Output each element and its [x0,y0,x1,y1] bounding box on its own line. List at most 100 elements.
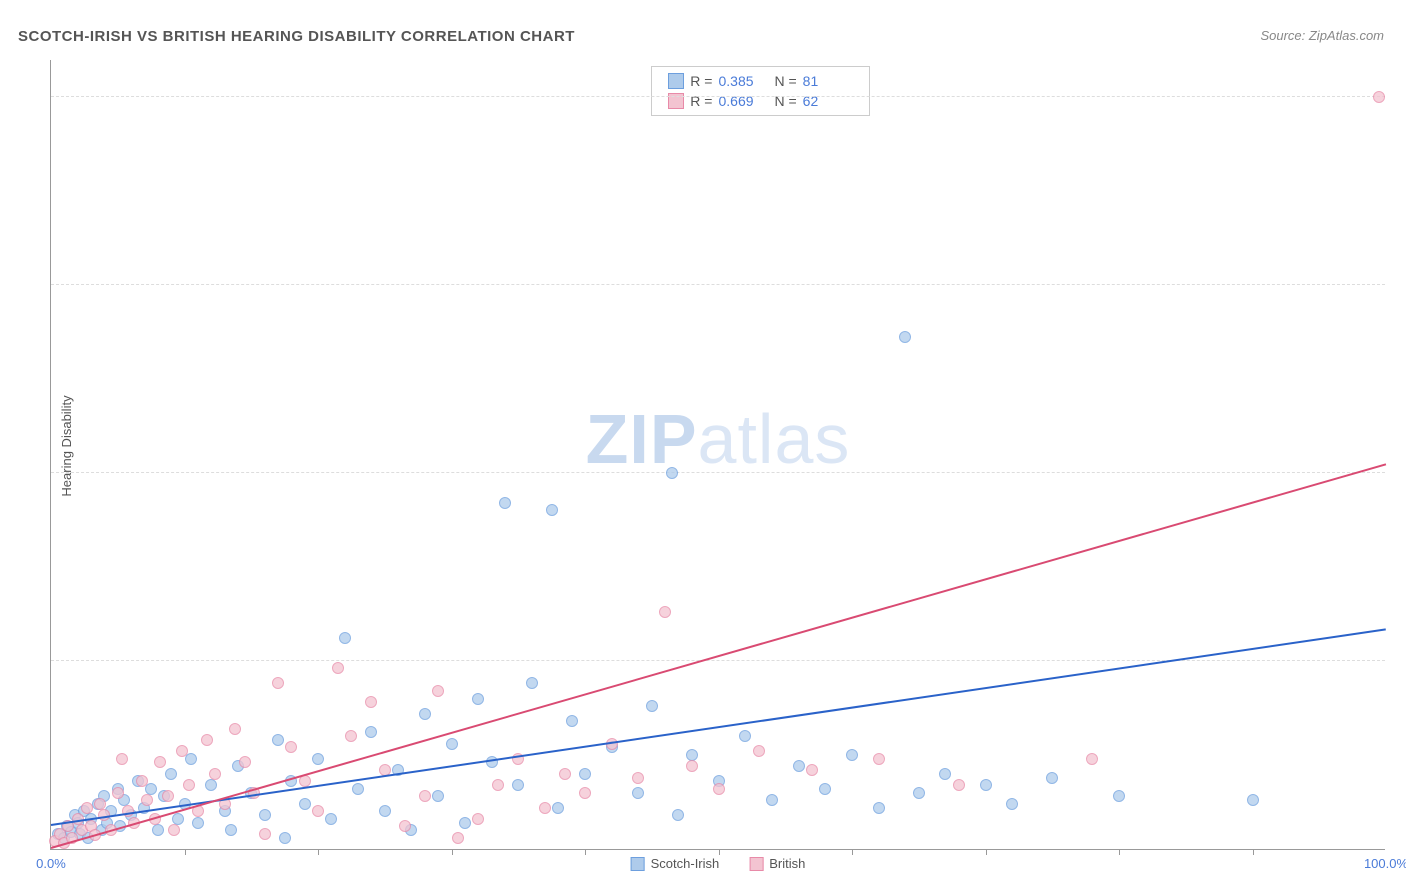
x-minor-tick [318,849,319,855]
data-point [229,723,241,735]
data-point [136,775,148,787]
data-point [446,738,458,750]
gridline [51,96,1385,97]
x-tick-label: 0.0% [36,856,66,871]
data-point [512,779,524,791]
data-point [162,790,174,802]
data-point [285,741,297,753]
british-swatch [749,857,763,871]
data-point [192,817,204,829]
data-point [339,632,351,644]
data-point [819,783,831,795]
data-point [365,726,377,738]
data-point [686,749,698,761]
legend: Scotch-Irish British [631,856,806,871]
data-point [452,832,464,844]
data-point [312,805,324,817]
data-point [152,824,164,836]
data-point [209,768,221,780]
data-point [419,708,431,720]
watermark-bold: ZIP [586,400,698,478]
gridline [51,472,1385,473]
data-point [566,715,578,727]
data-point [239,756,251,768]
data-point [112,787,124,799]
data-point [913,787,925,799]
scotch-irish-swatch [668,73,684,89]
data-point [632,772,644,784]
x-minor-tick [719,849,720,855]
data-point [632,787,644,799]
data-point [432,685,444,697]
n-label: N = [774,73,796,89]
data-point [559,768,571,780]
data-point [399,820,411,832]
statistics-box: R = 0.385 N = 81 R = 0.669 N = 62 [651,66,869,116]
data-point [472,813,484,825]
data-point [185,753,197,765]
data-point [205,779,217,791]
data-point [225,824,237,836]
data-point [183,779,195,791]
x-minor-tick [986,849,987,855]
data-point [873,753,885,765]
data-point [846,749,858,761]
data-point [419,790,431,802]
data-point [279,832,291,844]
gridline [51,284,1385,285]
data-point [579,787,591,799]
watermark-light: atlas [698,400,851,478]
x-minor-tick [852,849,853,855]
x-tick-label: 100.0% [1364,856,1406,871]
data-point [526,677,538,689]
data-point [176,745,188,757]
stat-row-scotch-irish: R = 0.385 N = 81 [668,71,852,91]
data-point [1046,772,1058,784]
data-point [332,662,344,674]
data-point [953,779,965,791]
source-credit: Source: ZipAtlas.com [1260,28,1384,43]
watermark: ZIPatlas [586,399,851,479]
data-point [1373,91,1385,103]
data-point [168,824,180,836]
n-value-1: 81 [803,73,853,89]
legend-label: Scotch-Irish [651,856,720,871]
legend-item-british: British [749,856,805,871]
data-point [1113,790,1125,802]
data-point [432,790,444,802]
data-point [873,802,885,814]
data-point [659,606,671,618]
data-point [753,745,765,757]
data-point [739,730,751,742]
data-point [272,677,284,689]
data-point [345,730,357,742]
data-point [646,700,658,712]
legend-item-scotch-irish: Scotch-Irish [631,856,720,871]
data-point [939,768,951,780]
data-point [552,802,564,814]
data-point [459,817,471,829]
data-point [980,779,992,791]
gridline [51,660,1385,661]
data-point [352,783,364,795]
data-point [116,753,128,765]
data-point [499,497,511,509]
data-point [365,696,377,708]
data-point [81,802,93,814]
data-point [299,798,311,810]
data-point [145,783,157,795]
x-minor-tick [185,849,186,855]
data-point [806,764,818,776]
data-point [259,828,271,840]
data-point [201,734,213,746]
data-point [94,798,106,810]
x-minor-tick [1253,849,1254,855]
data-point [579,768,591,780]
scatter-chart: ZIPatlas R = 0.385 N = 81 R = 0.669 N = … [50,60,1385,850]
data-point [165,768,177,780]
data-point [539,802,551,814]
x-minor-tick [1119,849,1120,855]
data-point [259,809,271,821]
data-point [666,467,678,479]
x-minor-tick [452,849,453,855]
